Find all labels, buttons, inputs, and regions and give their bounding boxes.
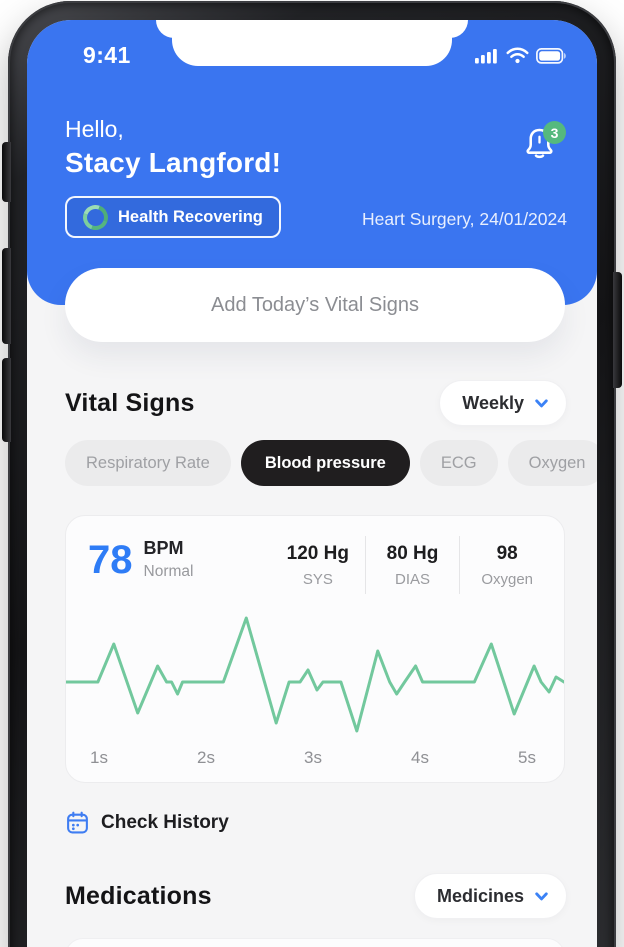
medication-card-partial: [65, 938, 565, 947]
check-history-link[interactable]: Check History: [65, 810, 229, 835]
vitals-card: 78 BPM Normal 120 Hg SYS 80 Hg DIAS 98 Oxygen…: [65, 515, 565, 783]
medicines-selector[interactable]: Medicines: [413, 873, 567, 919]
stat-label: SYS: [302, 570, 333, 588]
x-tick-label: 5s: [518, 748, 536, 767]
surgery-date-text: Heart Surgery, 24/01/2024: [362, 209, 567, 229]
chevron-down-icon: [535, 891, 548, 900]
app-screen: 9:41 Hello,: [27, 20, 597, 947]
x-tick-label: 1s: [90, 748, 108, 767]
stat-oxygen: 98 Oxygen: [459, 536, 554, 594]
medicines-selector-value: Medicines: [436, 885, 524, 906]
battery-icon: [536, 47, 566, 64]
greeting-text: Hello,: [65, 116, 124, 142]
x-tick-label: 3s: [304, 748, 322, 767]
status-bar: 9:41: [27, 42, 597, 69]
stat-value: 80 Hg: [386, 542, 439, 564]
health-status-badge[interactable]: Health Recovering: [65, 196, 281, 238]
stat-label: Oxygen: [481, 570, 534, 588]
recovery-ring-icon: [78, 200, 113, 234]
filter-chip-blood-pressure[interactable]: Blood pressure: [240, 440, 410, 486]
health-status-label: Health Recovering: [118, 207, 263, 226]
stat-value: 120 Hg: [286, 542, 349, 564]
filter-chip-oxygen[interactable]: Oxygen: [507, 440, 597, 486]
power-button[interactable]: [613, 272, 622, 388]
bpm-status: Normal: [143, 563, 194, 580]
wifi-icon: [506, 47, 529, 64]
filter-chip-respiratory-rate[interactable]: Respiratory Rate: [65, 440, 231, 486]
medications-header-row: Medications Medicines: [65, 873, 567, 919]
vitals-stats: 120 Hg SYS 80 Hg DIAS 98 Oxygen: [271, 536, 554, 594]
ecg-waveform: [66, 616, 564, 733]
vital-signs-title: Vital Signs: [65, 388, 195, 417]
filter-chip-ecg[interactable]: ECG: [419, 440, 498, 486]
x-tick-label: 4s: [411, 748, 429, 767]
notification-count-badge: 3: [543, 121, 566, 144]
chart-x-axis-labels: 1s 2s 3s 4s 5s: [66, 748, 564, 768]
heart-rate-group: 78 BPM Normal: [88, 538, 193, 581]
volume-up-button[interactable]: [2, 248, 11, 344]
stat-value: 98: [496, 542, 518, 564]
status-time: 9:41: [83, 42, 131, 68]
silent-switch[interactable]: [2, 142, 11, 202]
user-name: Stacy Langford!: [65, 147, 282, 178]
vital-signs-header-row: Vital Signs Weekly: [65, 380, 567, 426]
ecg-chart: [66, 604, 564, 744]
vital-filter-chips: Respiratory Rate Blood pressure ECG Oxygen: [65, 440, 597, 486]
period-selector-value: Weekly: [462, 392, 524, 413]
stat-dias: 80 Hg DIAS: [364, 536, 460, 594]
stat-label: DIAS: [395, 570, 431, 588]
notch: [172, 20, 452, 66]
cellular-signal-icon: [475, 49, 497, 64]
add-vitals-button[interactable]: Add Today’s Vital Signs: [65, 268, 565, 342]
x-tick-label: 2s: [197, 748, 215, 767]
app-header: [27, 20, 597, 305]
volume-down-button[interactable]: [2, 358, 11, 442]
notifications-button[interactable]: 3: [521, 121, 566, 168]
period-selector[interactable]: Weekly: [439, 380, 567, 426]
chevron-down-icon: [535, 398, 548, 407]
medications-title: Medications: [65, 881, 212, 910]
calendar-icon: [67, 811, 88, 834]
bpm-unit: BPM: [143, 538, 184, 558]
check-history-label: Check History: [101, 811, 229, 833]
bpm-value: 78: [88, 537, 133, 582]
stat-sys: 120 Hg SYS: [271, 536, 365, 594]
